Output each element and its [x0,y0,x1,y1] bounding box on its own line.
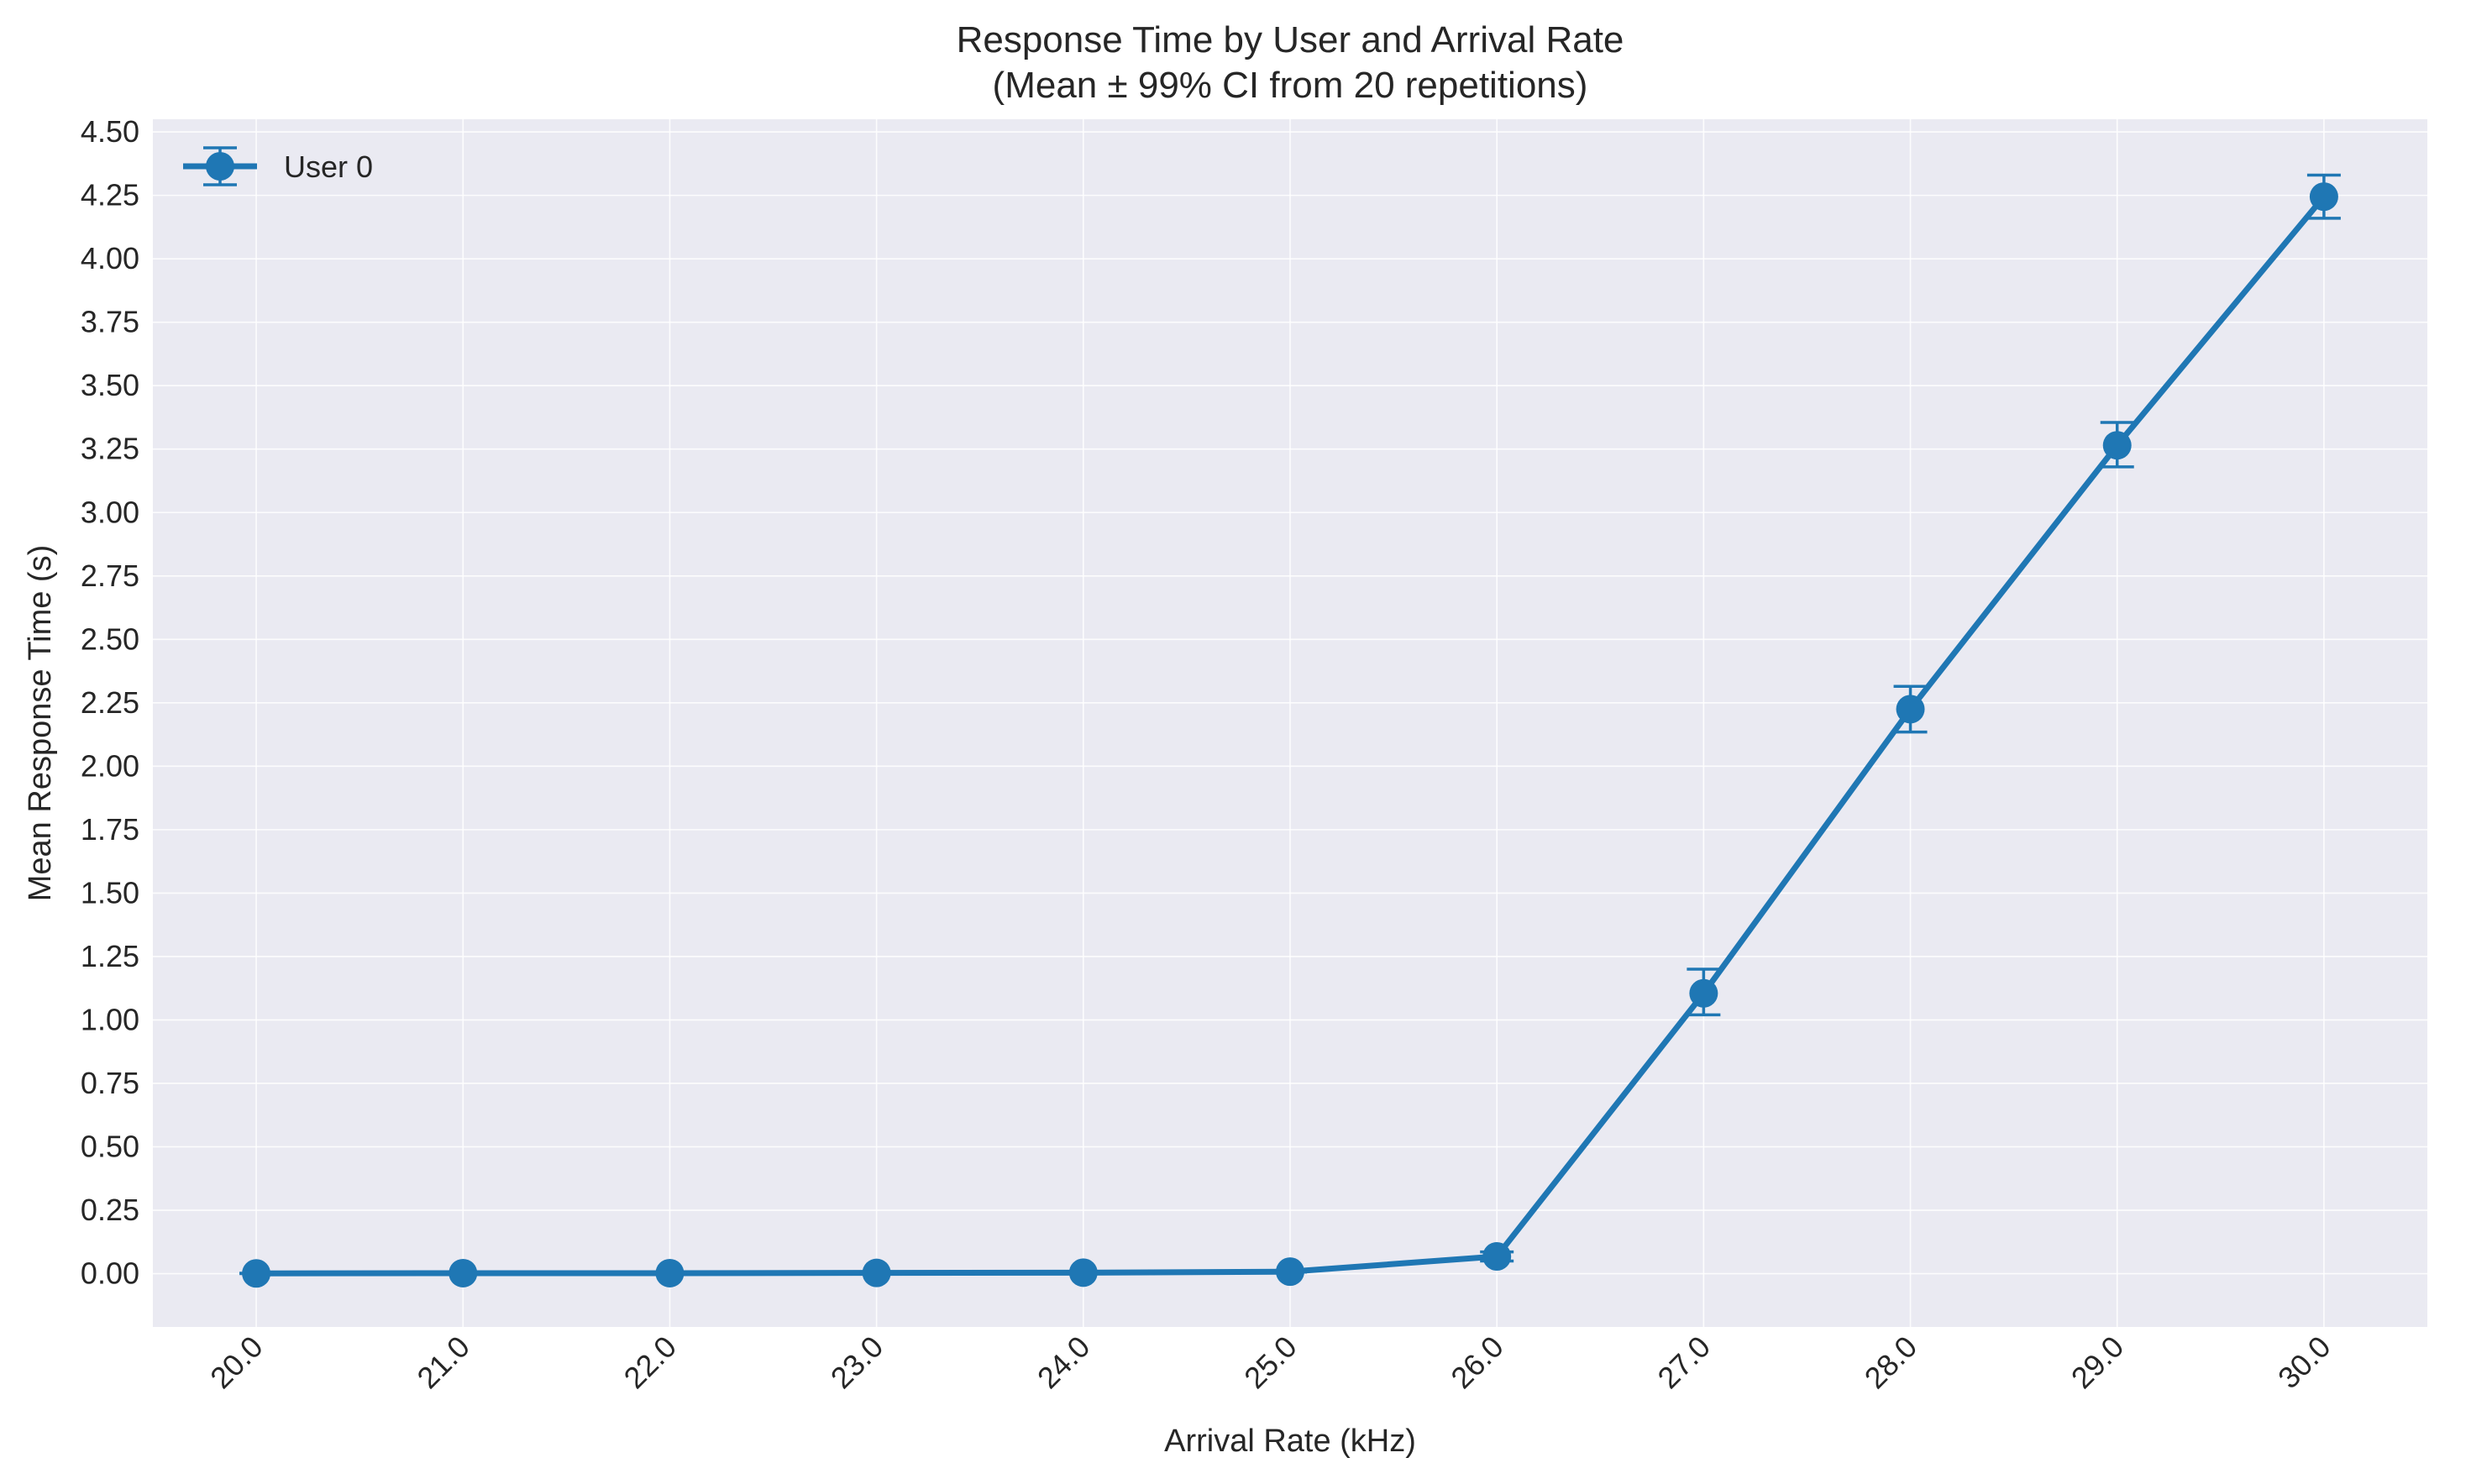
y-tick-label: 3.50 [81,368,139,402]
y-tick-label: 4.25 [81,178,139,212]
y-tick-label: 0.25 [81,1193,139,1227]
data-point [2102,431,2132,460]
x-axis-label: Arrival Rate (kHz) [1164,1424,1416,1459]
y-tick-label: 1.00 [81,1002,139,1036]
data-point [1068,1258,1098,1287]
data-point [655,1258,685,1287]
y-axis-ticks: 0.00 0.25 0.50 0.75 1.00 1.25 1.50 1.75 2.00 2.25… [81,114,139,1290]
legend-entry-label: User 0 [284,149,373,184]
legend-marker [206,152,234,181]
y-tick-label: 2.25 [81,685,139,720]
data-point [1276,1257,1304,1287]
data-point [862,1258,891,1287]
legend: User 0 [183,146,373,186]
y-tick-label: 3.75 [81,305,139,339]
y-tick-label: 2.75 [81,558,139,593]
y-tick-label: 2.50 [81,621,139,656]
chart-title: Response Time by User and Arrival Rate [957,19,1624,60]
y-axis-label: Mean Response Time (s) [23,545,58,902]
y-tick-label: 0.50 [81,1130,139,1164]
y-tick-label: 3.00 [81,495,139,529]
data-point [1482,1242,1512,1272]
data-point [1689,978,1718,1008]
y-tick-label: 1.25 [81,939,139,973]
data-point [1896,695,1925,724]
chart-subtitle: (Mean ± 99% CI from 20 repetitions) [993,65,1588,106]
y-tick-label: 0.00 [81,1256,139,1291]
y-tick-label: 3.25 [81,432,139,466]
data-point [2309,182,2338,212]
grid [153,119,2427,1327]
data-point [242,1259,271,1288]
y-tick-label: 4.00 [81,241,139,275]
y-tick-label: 1.50 [81,875,139,910]
y-tick-label: 0.75 [81,1066,139,1100]
y-tick-label: 2.00 [81,748,139,783]
y-tick-label: 1.75 [81,812,139,847]
data-point [449,1258,478,1287]
y-tick-label: 4.50 [81,114,139,149]
series-layer [239,173,2341,1288]
